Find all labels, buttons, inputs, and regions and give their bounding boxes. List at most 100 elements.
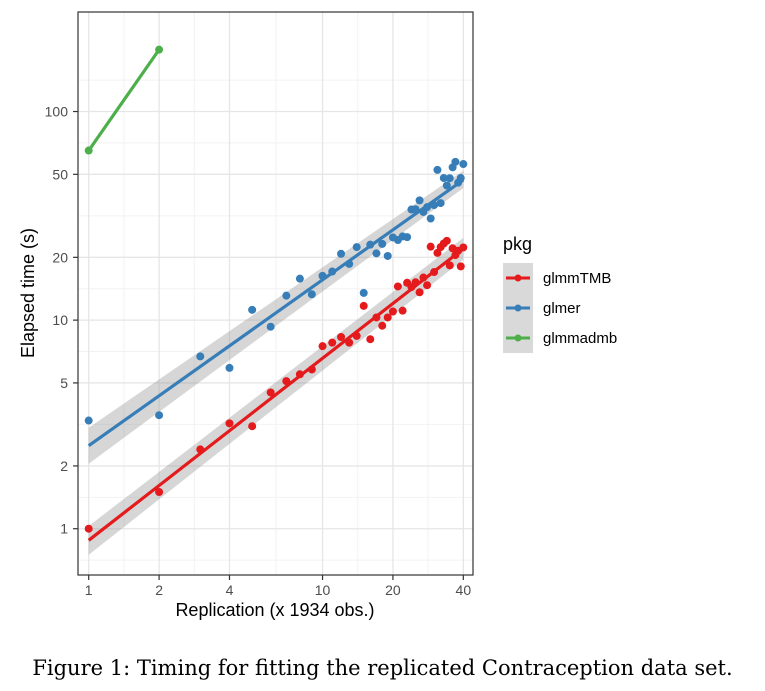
point-glmer	[359, 288, 368, 297]
legend-key-point	[514, 274, 522, 282]
point-glmer	[430, 201, 439, 210]
y-tick-label: 5	[60, 375, 68, 391]
x-tick-label: 20	[385, 582, 401, 598]
x-tick-label: 4	[226, 582, 234, 598]
grid-minor	[78, 12, 473, 575]
point-glmmTMB	[337, 333, 346, 342]
point-glmer	[426, 214, 435, 223]
point-glmer	[318, 271, 327, 280]
point-glmmadmb	[84, 146, 93, 155]
legend-label-glmmadmb: glmmadmb	[543, 330, 617, 347]
point-glmer	[451, 157, 460, 166]
point-glmmTMB	[445, 261, 454, 270]
point-glmer	[307, 290, 316, 299]
legend-title: pkg	[503, 234, 532, 254]
point-glmmTMB	[345, 338, 354, 347]
point-glmmTMB	[352, 331, 361, 340]
point-glmmTMB	[318, 342, 327, 351]
point-glmer	[403, 233, 412, 242]
point-glmmTMB	[393, 282, 402, 291]
point-glmer	[155, 411, 164, 420]
point-glmmTMB	[378, 321, 387, 330]
legend-key-point	[514, 334, 522, 342]
point-glmer	[378, 239, 387, 248]
point-glmmTMB	[196, 445, 205, 454]
figure-caption: Figure 1: Timing for fitting the replica…	[32, 656, 733, 680]
point-glmer	[295, 274, 304, 283]
point-glmer	[423, 203, 432, 212]
series-line-glmmadmb	[87, 48, 161, 152]
y-tick-label: 20	[52, 249, 68, 265]
x-tick-label: 10	[315, 582, 331, 598]
grid-major	[78, 12, 473, 575]
plot-panel-border	[77, 11, 474, 576]
x-axis: 1 2 4 10 20 40	[85, 575, 472, 598]
y-tick-label: 1	[60, 521, 68, 537]
legend: pkg glmmTMB glmer glmmadmb	[503, 234, 617, 353]
x-tick-label: 40	[456, 582, 472, 598]
point-glmer	[282, 291, 291, 300]
point-glmer	[84, 416, 93, 425]
point-glmmTMB	[456, 262, 465, 271]
point-glmmTMB	[459, 243, 468, 252]
chart: 1 2 4 10 20 40 1 2 5 10 20 50 100 Replication (x 19…	[18, 11, 617, 620]
legend-key-point	[514, 304, 522, 312]
point-glmmTMB	[411, 278, 420, 287]
y-tick-label: 10	[52, 312, 68, 328]
point-glmer	[445, 174, 454, 183]
legend-label-glmer: glmer	[543, 300, 581, 317]
point-glmmTMB	[366, 335, 375, 344]
point-glmmTMB	[295, 370, 304, 379]
point-glmmTMB	[282, 377, 291, 386]
y-axis-title: Elapsed time (s)	[18, 228, 38, 358]
point-glmmTMB	[388, 307, 397, 316]
point-glmer	[225, 363, 234, 372]
fit-lines	[87, 48, 465, 542]
point-glmmTMB	[266, 388, 275, 397]
point-glmmTMB	[225, 419, 234, 428]
x-axis-title: Replication (x 1934 obs.)	[175, 600, 374, 620]
point-glmer	[436, 199, 445, 208]
point-glmmTMB	[307, 365, 316, 374]
point-glmer	[366, 240, 375, 249]
point-glmer	[352, 243, 361, 252]
point-glmmTMB	[328, 338, 337, 347]
point-glmer	[459, 160, 468, 169]
point-glmmTMB	[372, 313, 381, 322]
point-glmer	[248, 305, 257, 314]
point-glmer	[383, 251, 392, 260]
point-glmmTMB	[426, 242, 435, 251]
x-tick-label: 2	[155, 582, 163, 598]
point-glmmTMB	[423, 281, 432, 290]
point-glmer	[196, 352, 205, 361]
point-glmmadmb	[155, 45, 164, 54]
point-glmer	[433, 165, 442, 174]
point-glmmTMB	[415, 288, 424, 297]
point-glmmTMB	[419, 273, 428, 282]
point-glmer	[411, 205, 420, 214]
point-glmer	[345, 259, 354, 268]
point-glmer	[456, 174, 465, 183]
y-tick-label: 100	[45, 104, 69, 120]
point-glmmTMB	[433, 248, 442, 257]
point-glmer	[439, 174, 448, 183]
x-tick-label: 1	[85, 582, 93, 598]
fit-line-glmer	[87, 178, 465, 448]
point-glmmTMB	[430, 268, 439, 277]
point-glmmTMB	[155, 487, 164, 496]
point-glmmTMB	[442, 236, 451, 245]
point-glmer	[415, 196, 424, 205]
data-points	[84, 45, 468, 533]
point-glmmTMB	[359, 301, 368, 310]
fit-line-glmmTMB	[87, 247, 465, 542]
point-glmer	[328, 267, 337, 276]
point-glmer	[442, 181, 451, 190]
point-glmmTMB	[84, 524, 93, 533]
point-glmer	[266, 322, 275, 331]
point-glmmTMB	[383, 313, 392, 322]
point-glmmTMB	[398, 306, 407, 315]
y-axis: 1 2 5 10 20 50 100	[45, 104, 78, 537]
point-glmer	[372, 249, 381, 258]
point-glmmTMB	[248, 422, 257, 431]
legend-label-glmmTMB: glmmTMB	[543, 270, 611, 287]
